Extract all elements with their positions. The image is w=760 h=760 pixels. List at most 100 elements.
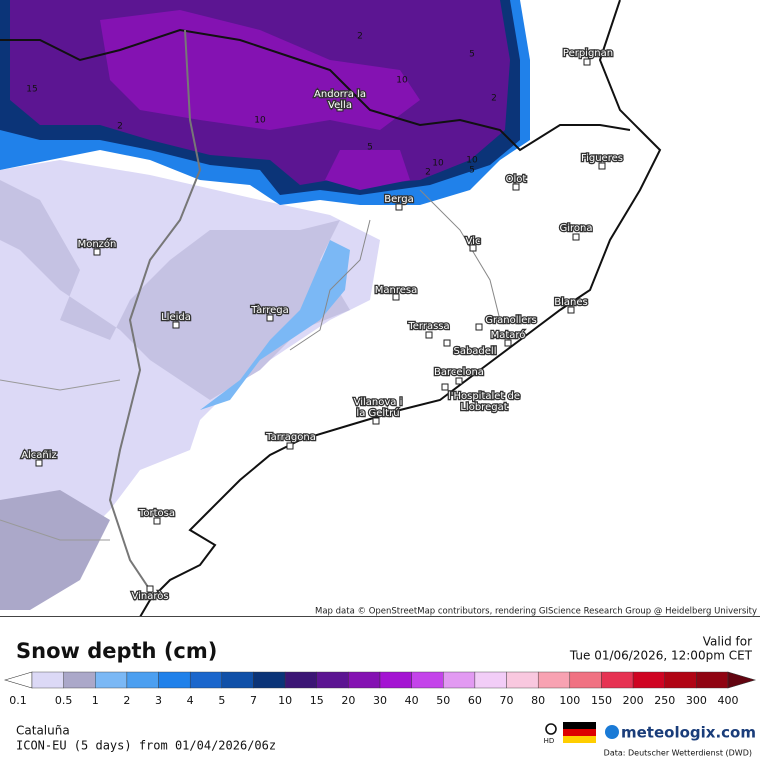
colorbar-cell xyxy=(474,671,507,689)
city-label: Monzón xyxy=(78,238,117,250)
colorbar-label: 5 xyxy=(218,694,225,707)
colorbar-cell xyxy=(506,671,539,689)
valid-time: Tue 01/06/2026, 12:00pm CET xyxy=(569,649,753,663)
city-label: Perpignan xyxy=(563,48,613,59)
colorbar-label: 2 xyxy=(123,694,130,707)
model: ICON-EU (5 days) from 01/04/2026/06z xyxy=(16,739,276,753)
city-label: Andorra la Vella xyxy=(314,89,366,111)
city-label: Tàrrega xyxy=(250,304,289,316)
city-label: l'Hospitalet de Llobregat xyxy=(448,391,520,413)
colorbar-label: 7 xyxy=(250,694,257,707)
colorbar-cell xyxy=(348,671,381,689)
city-marker xyxy=(455,377,463,385)
city-marker xyxy=(567,306,575,314)
colorbar-cell xyxy=(664,671,697,689)
city-marker xyxy=(443,339,451,347)
snow-area xyxy=(325,150,410,190)
city-marker xyxy=(441,383,449,391)
colorbar-cell xyxy=(31,671,64,689)
city-label: Terrassa xyxy=(407,321,449,332)
city-label: Vinaròs xyxy=(131,590,168,602)
city-label: Blanes xyxy=(554,297,587,308)
colorbar-label: 30 xyxy=(373,694,387,707)
snow-area xyxy=(200,240,350,410)
map: Perpignan Andorra la Vella Figueres Olot Berg… xyxy=(0,0,760,617)
city-marker xyxy=(172,321,180,329)
colorbar-label: 150 xyxy=(591,694,612,707)
colorbar-label: 60 xyxy=(468,694,482,707)
city-marker xyxy=(598,162,606,170)
colorbar-label: 20 xyxy=(341,694,355,707)
city-label: Girona xyxy=(559,223,592,234)
coastline xyxy=(139,0,662,617)
snow-area xyxy=(0,180,350,400)
contour-label: 2 xyxy=(357,32,363,42)
colorbar-cell xyxy=(696,671,729,689)
colorbar-cell xyxy=(253,671,286,689)
colorbar-cell xyxy=(569,671,602,689)
flag xyxy=(563,729,596,736)
attribution-bg xyxy=(336,604,760,617)
colorbar-label: 1 xyxy=(92,694,99,707)
province-border xyxy=(289,189,501,351)
city-marker xyxy=(395,203,403,211)
city-label: Manresa xyxy=(375,285,417,296)
colorbar-label: 0.1 xyxy=(9,694,27,707)
contour-label: 5 xyxy=(367,143,373,153)
colorbar-high xyxy=(727,671,757,689)
city-label: Granollers xyxy=(485,315,536,326)
colorbar: 0.1 0.5 1 2 3 4 5 7 10 15 20 30 40 50 60 70 80 100 150 200 2… xyxy=(3,671,757,707)
city-label: Sabadell xyxy=(453,346,496,357)
city-marker xyxy=(146,585,154,593)
colorbar-cell xyxy=(221,671,254,689)
city-marker xyxy=(286,442,294,450)
contour-label: 10 xyxy=(396,76,408,86)
colorbar-cell xyxy=(189,671,223,689)
colorbar-label: 250 xyxy=(654,694,675,707)
colorbar-label: 3 xyxy=(155,694,162,707)
city-marker xyxy=(266,314,274,322)
brand[interactable]: meteologix.com xyxy=(621,724,756,742)
region-border xyxy=(108,29,202,591)
colorbar-label: 400 xyxy=(718,694,739,707)
city-marker xyxy=(469,244,477,252)
colorbar-label: 0.5 xyxy=(55,694,73,707)
hd-label: HD xyxy=(544,737,555,745)
colorbar-label: 10 xyxy=(278,694,292,707)
snow-area xyxy=(100,10,420,130)
colorbar-cell xyxy=(126,671,159,689)
colorbar-label: 300 xyxy=(686,694,707,707)
flag xyxy=(563,722,596,729)
city-marker xyxy=(512,183,520,191)
brand-logo xyxy=(605,725,619,739)
colorbar-label: 100 xyxy=(559,694,580,707)
flag xyxy=(563,736,596,743)
colorbar-label: 80 xyxy=(531,694,545,707)
city-label: Figueres xyxy=(581,153,623,164)
colorbar-cell xyxy=(284,671,317,689)
colorbar-cell xyxy=(537,671,571,689)
legend-title: Snow depth (cm) xyxy=(16,639,217,663)
colorbar-cell xyxy=(443,671,476,689)
colorbar-label: 15 xyxy=(310,694,324,707)
colorbar-cell xyxy=(316,671,349,689)
region: Cataluña xyxy=(16,724,70,738)
data-source: Data: Deutscher Wetterdienst (DWD) xyxy=(604,749,752,758)
city-marker xyxy=(392,293,400,301)
colorbar-label: 4 xyxy=(187,694,194,707)
city-marker xyxy=(153,517,161,525)
legend-panel: Snow depth (cm) Valid for Tue 01/06/2026… xyxy=(3,635,757,758)
contour-label: 2 xyxy=(425,168,431,178)
city-marker xyxy=(35,459,43,467)
snow-area xyxy=(0,490,110,610)
colorbar-cell xyxy=(379,671,412,689)
city-marker xyxy=(572,233,580,241)
colorbar-cell xyxy=(95,671,128,689)
city-label: Vic xyxy=(466,236,481,247)
contour-label: 10 xyxy=(254,116,266,126)
city-label: Mataró xyxy=(491,329,526,341)
city-marker xyxy=(425,331,433,339)
city-marker xyxy=(93,248,101,256)
